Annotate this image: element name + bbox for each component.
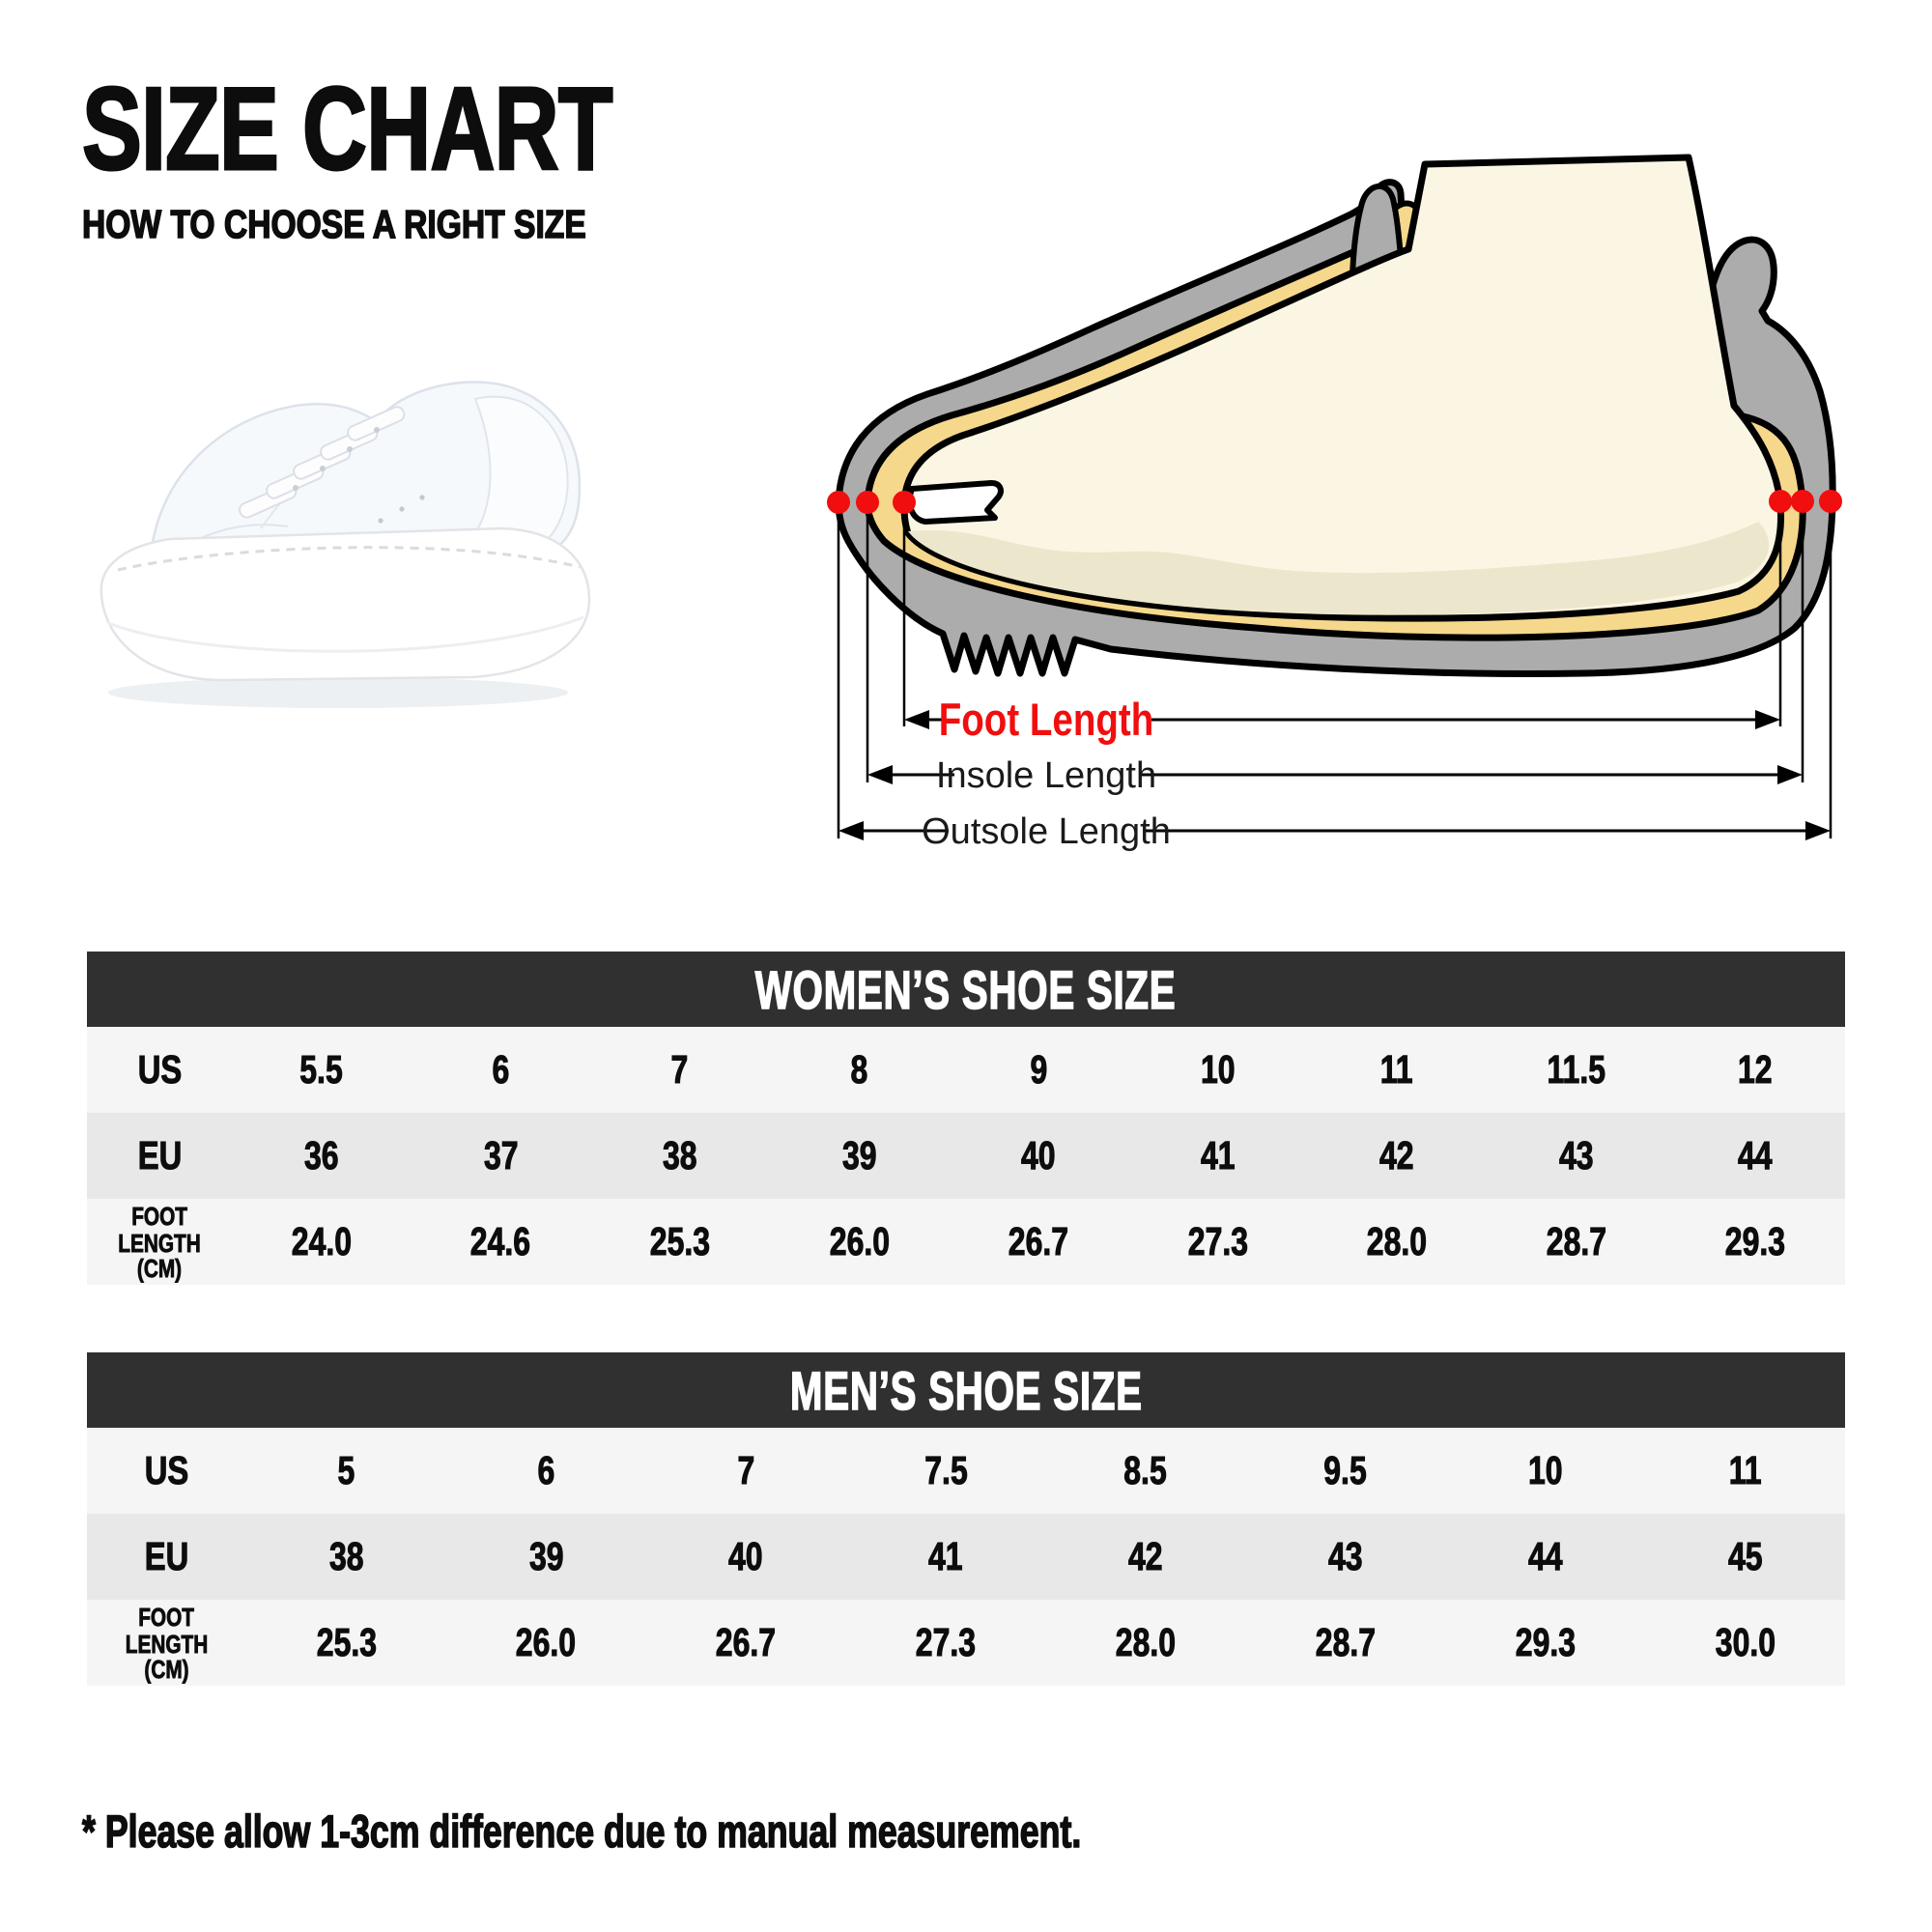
page-subtitle: HOW TO CHOOSE A RIGHT SIZE <box>81 202 696 246</box>
size-value-cell: 25.3 <box>316 1620 377 1664</box>
size-value-cell: 27.3 <box>915 1620 977 1664</box>
page-title: SIZE CHART <box>81 63 780 194</box>
table-row: FOOT LENGTH (CM) 24.0 24.6 25.3 26.0 26.7 27.3 2… <box>87 1199 1845 1285</box>
size-value-cell: 43 <box>1558 1133 1594 1178</box>
size-value-cell: 9 <box>1030 1047 1048 1092</box>
row-label: FOOT LENGTH (CM) <box>118 1201 201 1283</box>
measurement-disclaimer-text: * Please allow 1-3cm difference due to m… <box>81 1804 1082 1858</box>
womens-table-body: US 5.5 6 7 8 9 10 11 11.5 12 EU 36 37 38 39 40 41 42 43 44 F… <box>87 1027 1845 1285</box>
size-value-cell: 9.5 <box>1323 1448 1368 1492</box>
table-row: US 5.5 6 7 8 9 10 11 11.5 12 <box>87 1027 1845 1113</box>
size-value-cell: 28.7 <box>1315 1620 1376 1664</box>
size-value-cell: 7.5 <box>923 1448 968 1492</box>
size-value-cell: 45 <box>1727 1534 1763 1578</box>
page-subtitle-text: HOW TO CHOOSE A RIGHT SIZE <box>81 202 586 246</box>
measurement-dots <box>827 490 1842 514</box>
table-row: EU 36 37 38 39 40 41 42 43 44 <box>87 1113 1845 1199</box>
table-row: EU 38 39 40 41 42 43 44 45 <box>87 1514 1845 1600</box>
page-title-text: SIZE CHART <box>81 63 614 194</box>
mens-size-table: MEN’S SHOE SIZE US 5 6 7 7.5 8.5 9.5 10 11 EU 38 39… <box>87 1352 1845 1686</box>
sneaker-photo <box>99 381 591 708</box>
size-value-cell: 28.0 <box>1115 1620 1177 1664</box>
measurement-disclaimer: * Please allow 1-3cm difference due to m… <box>81 1804 1397 1858</box>
size-value-cell: 7 <box>737 1448 755 1492</box>
size-value-cell: 44 <box>1527 1534 1563 1578</box>
size-value-cell: 12 <box>1738 1047 1773 1092</box>
size-value-cell: 30.0 <box>1715 1620 1776 1664</box>
size-value-cell: 5.5 <box>299 1047 343 1092</box>
size-value-cell: 42 <box>1379 1133 1414 1178</box>
size-value-cell: 41 <box>1200 1133 1236 1178</box>
size-value-cell: 29.3 <box>1725 1219 1786 1264</box>
size-value-cell: 5 <box>337 1448 355 1492</box>
dimension-lines <box>860 718 1809 833</box>
table-row: FOOT LENGTH (CM) 25.3 26.0 26.7 27.3 28.0 28.7 2… <box>87 1600 1845 1686</box>
foot-measurement-diagram: Foot Length Insole Length Outsole Length <box>827 154 1842 852</box>
size-value-cell: 28.7 <box>1546 1219 1606 1264</box>
mens-table-body: US 5 6 7 7.5 8.5 9.5 10 11 EU 38 39 40 41 42 43 44 45 FOOT… <box>87 1428 1845 1686</box>
insole-length-label: Insole Length <box>936 755 1156 796</box>
mens-table-title: MEN’S SHOE SIZE <box>789 1359 1143 1422</box>
size-value-cell: 37 <box>483 1133 519 1178</box>
size-value-cell: 24.6 <box>470 1219 531 1264</box>
size-value-cell: 36 <box>303 1133 339 1178</box>
size-value-cell: 11 <box>1728 1448 1762 1492</box>
size-value-cell: 27.3 <box>1187 1219 1248 1264</box>
row-label: FOOT LENGTH (CM) <box>125 1602 209 1684</box>
size-value-cell: 6 <box>492 1047 510 1092</box>
size-value-cell: 6 <box>537 1448 555 1492</box>
size-value-cell: 29.3 <box>1515 1620 1576 1664</box>
size-value-cell: 8.5 <box>1123 1448 1168 1492</box>
size-value-cell: 40 <box>1021 1133 1056 1178</box>
womens-size-table: WOMEN’S SHOE SIZE US 5.5 6 7 8 9 10 11 11.5 12 EU 3… <box>87 952 1845 1285</box>
size-value-cell: 38 <box>328 1534 364 1578</box>
toenail-shape <box>906 480 1004 525</box>
size-value-cell: 26.0 <box>516 1620 577 1664</box>
size-value-cell: 8 <box>850 1047 868 1092</box>
size-value-cell: 42 <box>1128 1534 1163 1578</box>
size-value-cell: 39 <box>841 1133 877 1178</box>
row-label: US <box>144 1448 189 1492</box>
womens-table-title: WOMEN’S SHOE SIZE <box>755 958 1177 1021</box>
size-value-cell: 28.0 <box>1366 1219 1428 1264</box>
size-value-cell: 7 <box>670 1047 690 1092</box>
size-value-cell: 40 <box>728 1534 763 1578</box>
table-row: US 5 6 7 7.5 8.5 9.5 10 11 <box>87 1428 1845 1514</box>
guide-lines <box>837 512 1833 838</box>
womens-table-title-bar: WOMEN’S SHOE SIZE <box>87 952 1845 1027</box>
size-value-cell: 25.3 <box>649 1219 711 1264</box>
dimension-arrowheads <box>838 710 1831 840</box>
size-value-cell: 11 <box>1380 1047 1414 1092</box>
foot-shape <box>900 154 1785 622</box>
size-value-cell: 24.0 <box>291 1219 352 1264</box>
size-value-cell: 26.0 <box>829 1219 890 1264</box>
size-value-cell: 10 <box>1527 1448 1563 1492</box>
size-value-cell: 39 <box>528 1534 564 1578</box>
outsole-length-label: Outsole Length <box>922 811 1171 852</box>
mens-table-title-bar: MEN’S SHOE SIZE <box>87 1352 1845 1428</box>
size-value-cell: 26.7 <box>1008 1219 1069 1264</box>
row-label: EU <box>137 1133 182 1178</box>
foot-sole-shading <box>908 522 1770 615</box>
size-value-cell: 43 <box>1328 1534 1363 1578</box>
row-label: US <box>137 1047 182 1092</box>
size-value-cell: 44 <box>1738 1133 1773 1178</box>
size-value-cell: 26.7 <box>716 1620 777 1664</box>
size-value-cell: 11.5 <box>1547 1047 1605 1092</box>
size-value-cell: 10 <box>1200 1047 1236 1092</box>
size-value-cell: 38 <box>663 1133 697 1178</box>
size-value-cell: 41 <box>928 1534 963 1578</box>
row-label: EU <box>144 1534 189 1578</box>
foot-length-label: Foot Length <box>939 695 1154 745</box>
